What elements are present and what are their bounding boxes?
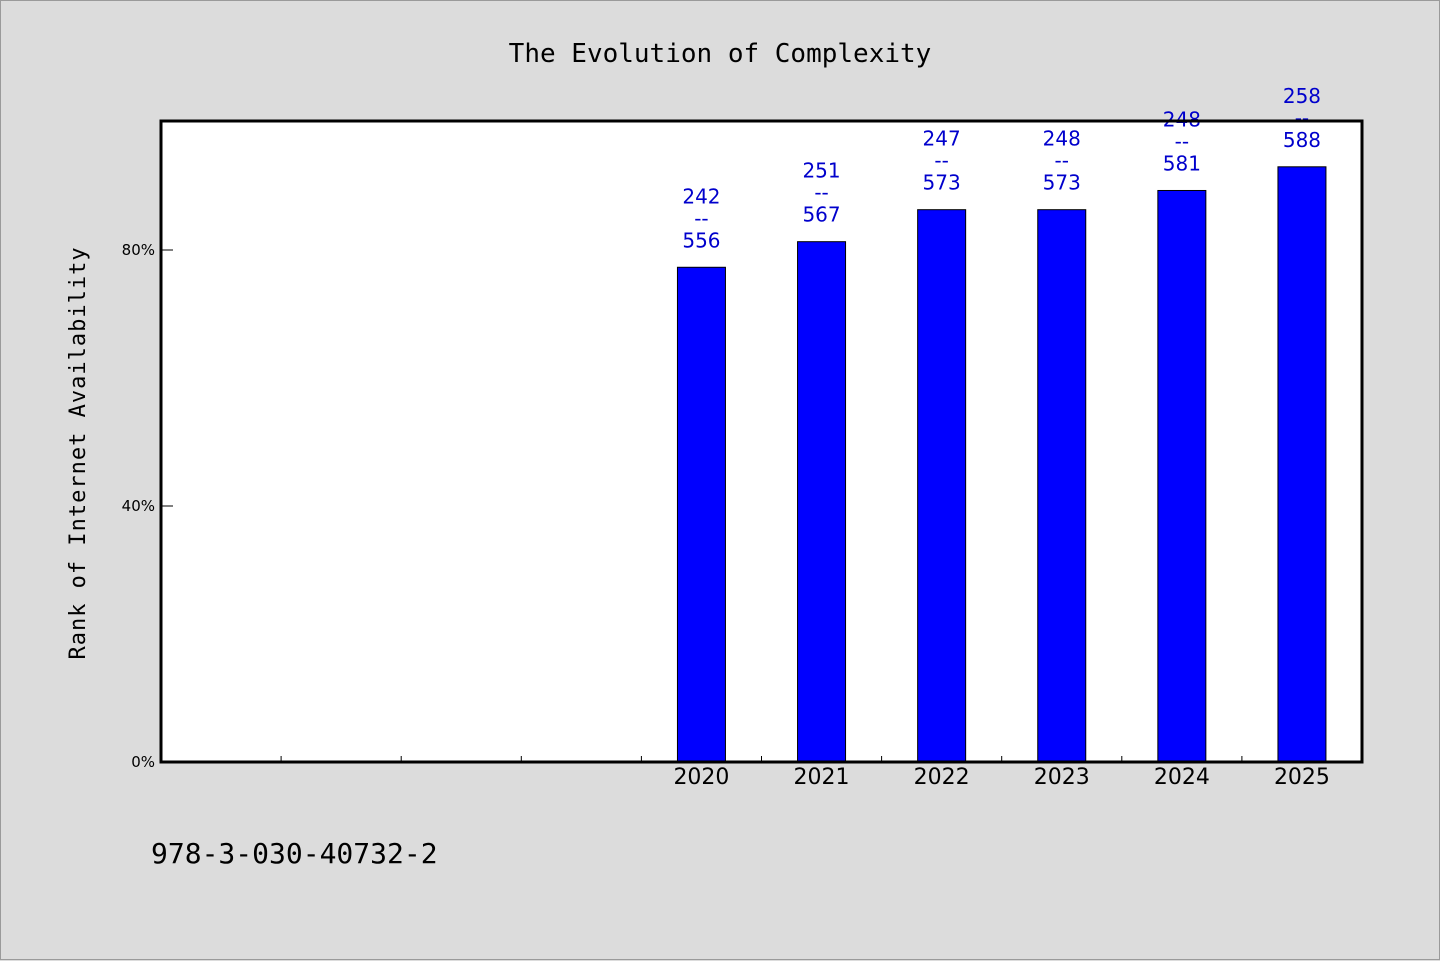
data-label: 556 [682,228,720,252]
x-tick-label: 2024 [1154,765,1210,790]
bars-layer [676,166,1327,763]
data-label: 251 [802,159,840,183]
y-axis: 0% 40% 80% [122,241,173,771]
y-tick-label: 40% [122,497,155,515]
data-label: 258 [1283,84,1321,108]
x-axis: 2020 2021 2022 2023 2024 2025 [280,756,1330,790]
bar [1277,166,1327,763]
bar [676,266,726,763]
y-tick-label: 0% [131,753,155,771]
x-tick-label: 2021 [794,765,850,790]
data-label: 567 [802,203,840,227]
bar [797,241,847,763]
isbn-text: 978-3-030-40732-2 [151,837,438,870]
y-tick-label: 80% [122,241,155,259]
data-label: 242 [682,184,720,208]
data-label: 573 [923,171,961,195]
data-label: -- [694,206,708,230]
x-tick-label: 2025 [1274,765,1330,790]
bar [917,209,967,763]
data-label: 588 [1283,128,1321,152]
data-label: 247 [923,127,961,151]
bar [1037,209,1087,763]
data-label: -- [934,149,948,173]
data-label: 248 [1163,107,1201,131]
x-tick-label: 2023 [1034,765,1090,790]
data-label: 248 [1043,127,1081,151]
chart-title: The Evolution of Complexity [509,39,932,69]
x-tick-label: 2022 [914,765,970,790]
x-tick-label: 2020 [673,765,729,790]
data-label: -- [1055,149,1069,173]
y-axis-label: Rank of Internet Availability [66,246,91,659]
data-label: -- [1295,106,1309,130]
data-label: -- [1175,129,1189,153]
data-label: 573 [1043,171,1081,195]
bar [1157,189,1207,763]
data-label: -- [814,181,828,205]
data-labels-layer: 242--556251--567247--573248--573248--581… [682,84,1321,252]
data-label: 581 [1163,151,1201,175]
